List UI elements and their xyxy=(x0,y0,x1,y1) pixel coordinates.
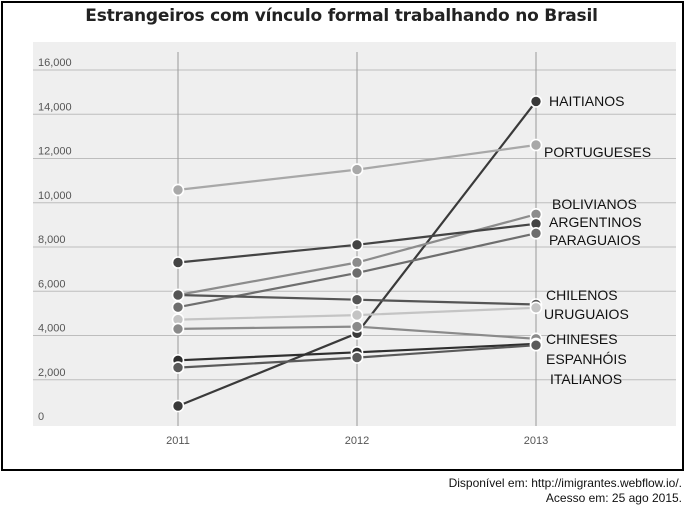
series-label: CHINESES xyxy=(546,331,618,347)
series-label: PORTUGUESES xyxy=(544,144,651,160)
x-tick-label: 2012 xyxy=(345,435,369,447)
chart-title: Estrangeiros com vínculo formal trabalha… xyxy=(85,6,598,26)
data-point xyxy=(350,293,364,307)
series-label: ESPANHÓIS xyxy=(546,351,627,367)
y-axis-ticks: 0 2,000 4,000 6,000 8,000 10,000 12,000 14,000 1… xyxy=(38,57,72,423)
series-label: PARAGUAIOS xyxy=(549,232,641,248)
data-point xyxy=(350,163,364,176)
data-point xyxy=(171,361,185,374)
series-labels: HAITIANOS PORTUGUESES BOLIVIANOS ARGENTINOS… xyxy=(544,93,651,387)
data-point xyxy=(529,95,543,108)
line-chart: 0 2,000 4,000 6,000 8,000 10,000 12,000 14,000 1… xyxy=(33,42,676,447)
source-note: Disponível em: http://imigrantes.webflow… xyxy=(449,476,682,506)
source-url: Disponível em: http://imigrantes.webflow… xyxy=(448,476,682,490)
data-point xyxy=(171,322,185,336)
series-label: CHILENOS xyxy=(546,287,618,303)
data-point xyxy=(350,256,364,269)
y-tick-label: 14,000 xyxy=(38,101,72,113)
series-label: ARGENTINOS xyxy=(549,214,642,230)
x-tick-label: 2013 xyxy=(524,435,548,447)
series-label: ITALIANOS xyxy=(550,371,622,387)
y-tick-label: 4,000 xyxy=(38,323,66,335)
source-access-date: Acesso em: 25 ago 2015. xyxy=(545,491,682,505)
data-point xyxy=(350,351,364,364)
y-tick-label: 16,000 xyxy=(38,57,72,69)
y-tick-label: 10,000 xyxy=(38,190,72,202)
data-point xyxy=(529,338,543,352)
y-tick-label: 8,000 xyxy=(38,234,66,246)
data-point xyxy=(171,183,185,197)
data-point xyxy=(529,227,543,240)
y-tick-label: 2,000 xyxy=(38,367,66,379)
y-tick-label: 12,000 xyxy=(38,146,72,158)
data-point xyxy=(529,138,543,152)
x-tick-label: 2011 xyxy=(166,435,190,447)
data-point xyxy=(350,238,364,252)
data-point xyxy=(171,288,185,302)
data-point xyxy=(171,256,185,269)
data-point xyxy=(350,308,364,322)
data-point xyxy=(171,300,185,314)
series-label: URUGUAIOS xyxy=(544,306,629,322)
data-point xyxy=(171,399,185,413)
data-point xyxy=(350,266,364,280)
data-point xyxy=(350,320,364,333)
series-label: HAITIANOS xyxy=(549,93,624,109)
series-label: BOLIVIANOS xyxy=(552,196,637,212)
data-point xyxy=(529,301,543,315)
y-tick-label: 6,000 xyxy=(38,278,66,290)
y-tick-label: 0 xyxy=(38,411,44,423)
series-points xyxy=(171,95,543,413)
x-axis-ticks: 2011 2012 2013 xyxy=(166,435,548,447)
